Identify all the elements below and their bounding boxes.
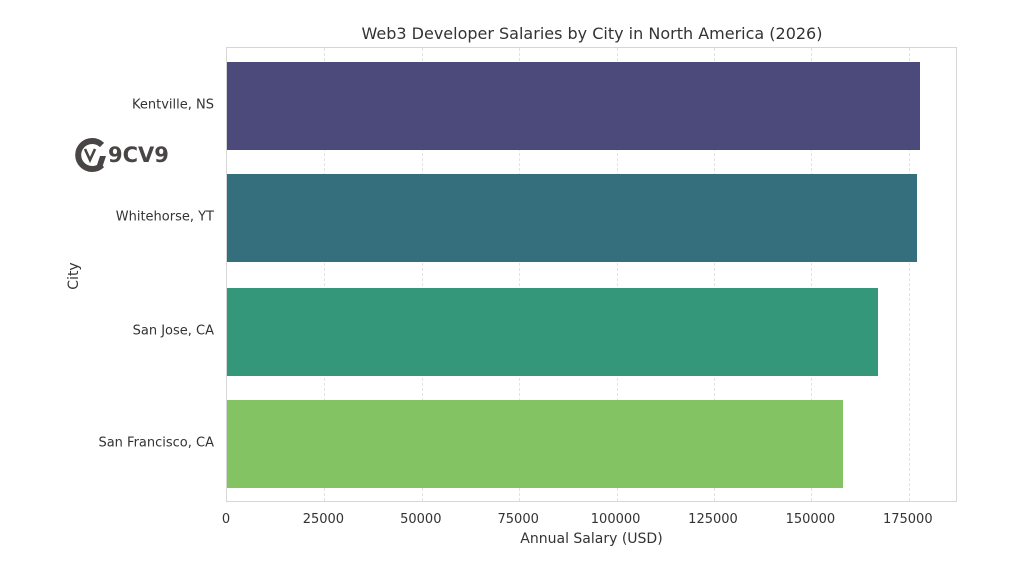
- bar-kentville-ns: [227, 62, 921, 150]
- x-gridline: [324, 48, 326, 501]
- bar-san-jose-ca: [227, 288, 878, 376]
- x-gridline: [811, 48, 813, 501]
- x-tick-label: 75000: [497, 512, 539, 527]
- x-gridline: [714, 48, 715, 501]
- x-axis-label: Annual Salary (USD): [520, 531, 663, 547]
- x-tick-label: 0: [221, 512, 231, 527]
- y-tick-label: San Jose, CA: [132, 323, 214, 339]
- x-tick-label: 50000: [400, 512, 442, 527]
- x-tick-label: 25000: [302, 512, 345, 527]
- y-tick-label: Whitehorse, YT: [115, 209, 214, 225]
- x-gridline: [421, 48, 423, 501]
- x-tick-label: 175000: [882, 512, 933, 527]
- y-tick-label: Kentville, NS: [132, 97, 214, 113]
- bar-san-francisco-ca: [227, 400, 843, 488]
- y-tick-label: San Francisco, CA: [98, 435, 214, 451]
- plot-area: [226, 47, 957, 502]
- bar-whitehorse-yt: [227, 174, 917, 262]
- watermark-logo: 9CV9: [72, 136, 169, 174]
- x-gridline: [616, 48, 618, 501]
- x-tick-label: 100000: [590, 512, 641, 527]
- x-tick-label: 150000: [785, 512, 836, 527]
- 9cv9-logo-icon: [75, 138, 106, 172]
- x-tick-label: 125000: [688, 512, 738, 527]
- x-gridline: [908, 48, 910, 501]
- y-axis-label: City: [66, 262, 82, 290]
- chart-title: Web3 Developer Salaries by City in North…: [361, 24, 823, 43]
- watermark-text: 9CV9: [108, 143, 169, 167]
- x-gridline: [519, 48, 521, 501]
